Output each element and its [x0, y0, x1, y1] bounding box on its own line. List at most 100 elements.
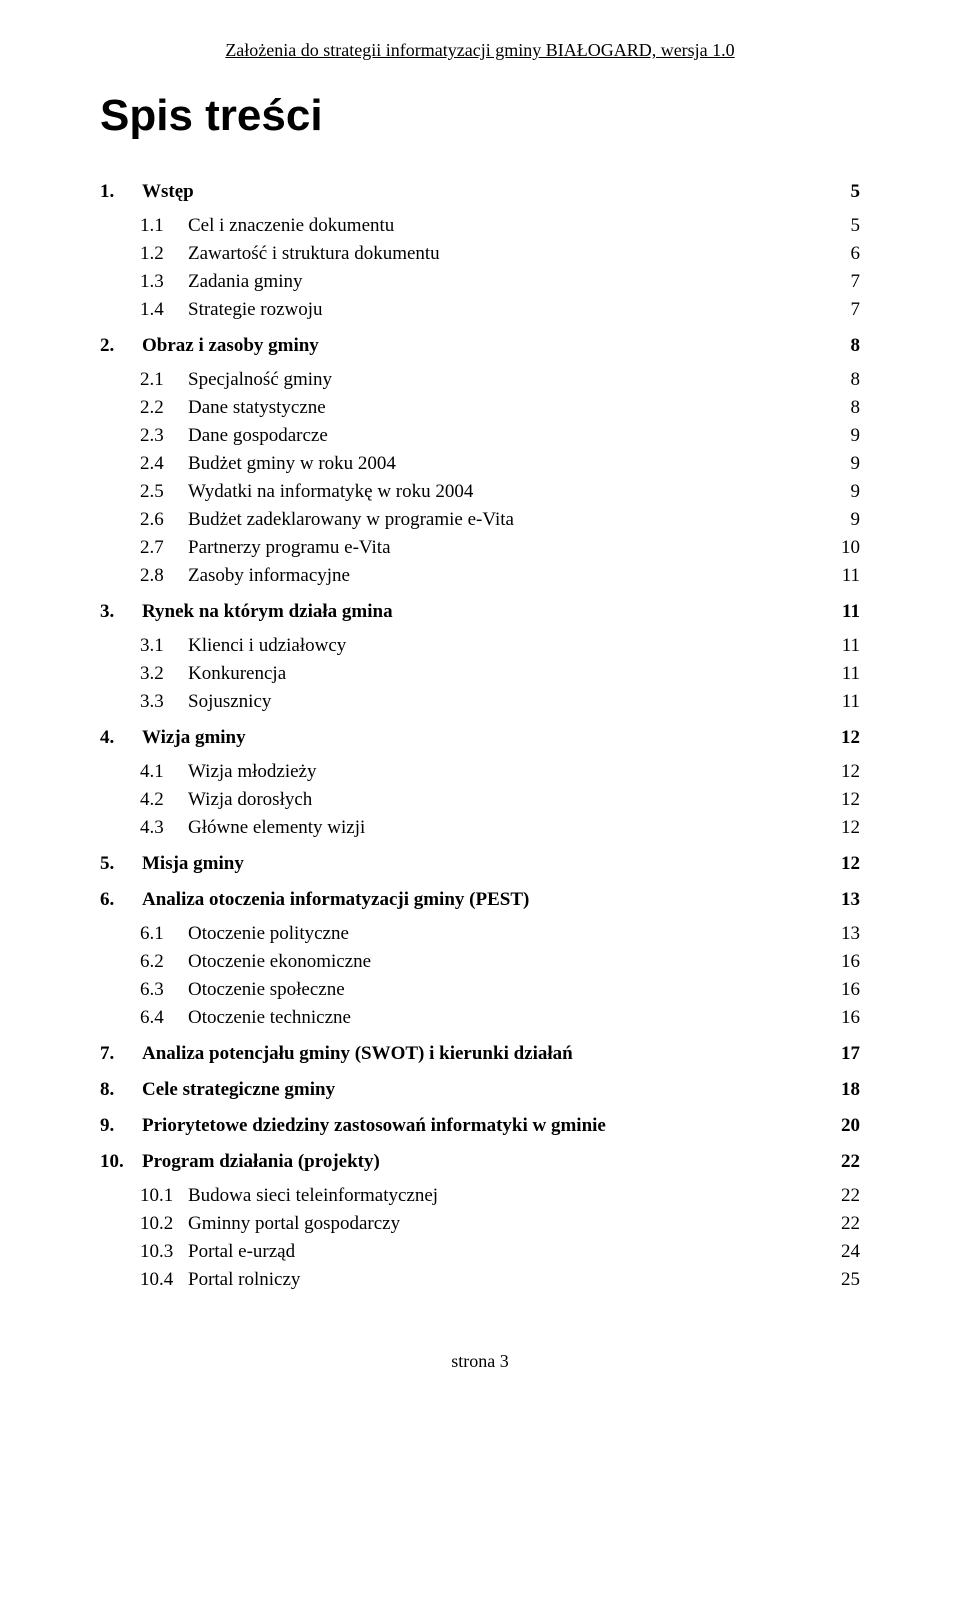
- toc-title: Rynek na którym działa gmina: [142, 601, 393, 623]
- toc-entry-level2: 3.3Sojusznicy11: [100, 691, 860, 713]
- toc-page: 22: [841, 1151, 860, 1173]
- toc-number: 6.1: [140, 923, 188, 945]
- toc-page: 5: [851, 215, 861, 237]
- toc-entry-level2: 1.4Strategie rozwoju7: [100, 299, 860, 321]
- toc-number: 3.1: [140, 635, 188, 657]
- toc-number: 1.1: [140, 215, 188, 237]
- toc-page: 13: [841, 923, 860, 945]
- toc-entry-level1: 3.Rynek na którym działa gmina 11: [100, 601, 860, 623]
- toc-title: Cele strategiczne gminy: [142, 1079, 335, 1101]
- toc-title: Partnerzy programu e-Vita: [188, 537, 391, 559]
- toc-title: Obraz i zasoby gminy: [142, 335, 319, 357]
- toc-title: Specjalność gminy: [188, 369, 332, 391]
- toc-number: 2.: [100, 335, 142, 357]
- toc-number: 1.3: [140, 271, 188, 293]
- toc-page: 22: [841, 1213, 860, 1235]
- toc-title: Wizja gminy: [142, 727, 246, 749]
- toc-title: Wizja młodzieży: [188, 761, 316, 783]
- toc-page: 12: [841, 761, 860, 783]
- toc-entry-level2: 1.1Cel i znaczenie dokumentu 5: [100, 215, 860, 237]
- toc-entry-level2: 10.2Gminny portal gospodarczy 22: [100, 1213, 860, 1235]
- toc-entry-level2: 2.2Dane statystyczne8: [100, 397, 860, 419]
- toc-number: 2.5: [140, 481, 188, 503]
- toc-title: Budżet zadeklarowany w programie e-Vita: [188, 509, 514, 531]
- toc-number: 2.8: [140, 565, 188, 587]
- toc-title: Otoczenie polityczne: [188, 923, 349, 945]
- toc-page: 12: [841, 817, 860, 839]
- toc-title: Analiza potencjału gminy (SWOT) i kierun…: [142, 1043, 573, 1065]
- toc-number: 2.4: [140, 453, 188, 475]
- toc-number: 2.1: [140, 369, 188, 391]
- toc-entry-level2: 6.3Otoczenie społeczne16: [100, 979, 860, 1001]
- toc-page: 12: [841, 727, 860, 749]
- toc-number: 10.2: [140, 1213, 188, 1235]
- toc-number: 4.2: [140, 789, 188, 811]
- toc-entry-level2: 6.1Otoczenie polityczne 13: [100, 923, 860, 945]
- toc-entry-level2: 2.5Wydatki na informatykę w roku 20049: [100, 481, 860, 503]
- toc-title: Zasoby informacyjne: [188, 565, 350, 587]
- toc-title: Klienci i udziałowcy: [188, 635, 346, 657]
- toc-title: Budowa sieci teleinformatycznej: [188, 1185, 438, 1207]
- toc-page: 8: [851, 369, 861, 391]
- toc-page: 7: [851, 271, 861, 293]
- toc-title: Wstęp: [142, 181, 194, 203]
- toc-title: Wizja dorosłych: [188, 789, 312, 811]
- toc-page: 13: [841, 889, 860, 911]
- toc-entry-level2: 2.7Partnerzy programu e-Vita 10: [100, 537, 860, 559]
- toc-number: 6.2: [140, 951, 188, 973]
- toc-number: 6.: [100, 889, 142, 911]
- toc-page: 12: [841, 789, 860, 811]
- page-title: Spis treści: [100, 91, 860, 141]
- toc-title: Zadania gminy: [188, 271, 303, 293]
- toc-page: 5: [851, 181, 861, 203]
- toc-page: 7: [851, 299, 861, 321]
- toc-entry-level2: 4.1Wizja młodzieży 12: [100, 761, 860, 783]
- toc-entry-level2: 2.6Budżet zadeklarowany w programie e-Vi…: [100, 509, 860, 531]
- toc-page: 6: [851, 243, 861, 265]
- toc-page: 25: [841, 1269, 860, 1291]
- toc-page: 8: [851, 335, 861, 357]
- toc-entry-level1: 9.Priorytetowe dziedziny zastosowań info…: [100, 1115, 860, 1137]
- toc-entry-level2: 10.1Budowa sieci teleinformatycznej 22: [100, 1185, 860, 1207]
- toc-title: Sojusznicy: [188, 691, 271, 713]
- toc-page: 20: [841, 1115, 860, 1137]
- toc-entry-level1: 8.Cele strategiczne gminy18: [100, 1079, 860, 1101]
- toc-entry-level1: 2.Obraz i zasoby gminy 8: [100, 335, 860, 357]
- toc-page: 16: [841, 1007, 860, 1029]
- page-footer: strona 3: [100, 1351, 860, 1372]
- toc-number: 4.1: [140, 761, 188, 783]
- toc-entry-level2: 10.3Portal e-urząd24: [100, 1241, 860, 1263]
- toc-page: 24: [841, 1241, 860, 1263]
- toc-number: 10.1: [140, 1185, 188, 1207]
- toc-page: 9: [851, 509, 861, 531]
- toc-page: 22: [841, 1185, 860, 1207]
- toc-entry-level1: 1.Wstęp 5: [100, 181, 860, 203]
- toc-number: 1.2: [140, 243, 188, 265]
- toc-number: 3.: [100, 601, 142, 623]
- toc-page: 11: [842, 601, 860, 623]
- toc-number: 7.: [100, 1043, 142, 1065]
- toc-entry-level2: 10.4Portal rolniczy25: [100, 1269, 860, 1291]
- toc-title: Konkurencja: [188, 663, 286, 685]
- toc-page: 10: [841, 537, 860, 559]
- toc-entry-level2: 6.4Otoczenie techniczne16: [100, 1007, 860, 1029]
- toc-entry-level2: 2.1Specjalność gminy 8: [100, 369, 860, 391]
- toc-title: Gminny portal gospodarczy: [188, 1213, 400, 1235]
- table-of-contents: 1.Wstęp 5 1.1Cel i znaczenie dokumentu 5 1.2…: [100, 181, 860, 1291]
- toc-title: Portal rolniczy: [188, 1269, 300, 1291]
- toc-number: 2.7: [140, 537, 188, 559]
- toc-entry-level1: 7.Analiza potencjału gminy (SWOT) i kier…: [100, 1043, 860, 1065]
- toc-title: Wydatki na informatykę w roku 2004: [188, 481, 473, 503]
- toc-entry-level2: 4.3Główne elementy wizji12: [100, 817, 860, 839]
- toc-page: 17: [841, 1043, 860, 1065]
- toc-title: Cel i znaczenie dokumentu: [188, 215, 394, 237]
- toc-entry-level1: 4.Wizja gminy12: [100, 727, 860, 749]
- toc-title: Priorytetowe dziedziny zastosowań inform…: [142, 1115, 606, 1137]
- toc-title: Otoczenie techniczne: [188, 1007, 351, 1029]
- toc-page: 11: [842, 663, 860, 685]
- toc-title: Zawartość i struktura dokumentu: [188, 243, 440, 265]
- toc-entry-level2: 3.2Konkurencja11: [100, 663, 860, 685]
- toc-number: 10.3: [140, 1241, 188, 1263]
- toc-title: Strategie rozwoju: [188, 299, 323, 321]
- toc-number: 1.: [100, 181, 142, 203]
